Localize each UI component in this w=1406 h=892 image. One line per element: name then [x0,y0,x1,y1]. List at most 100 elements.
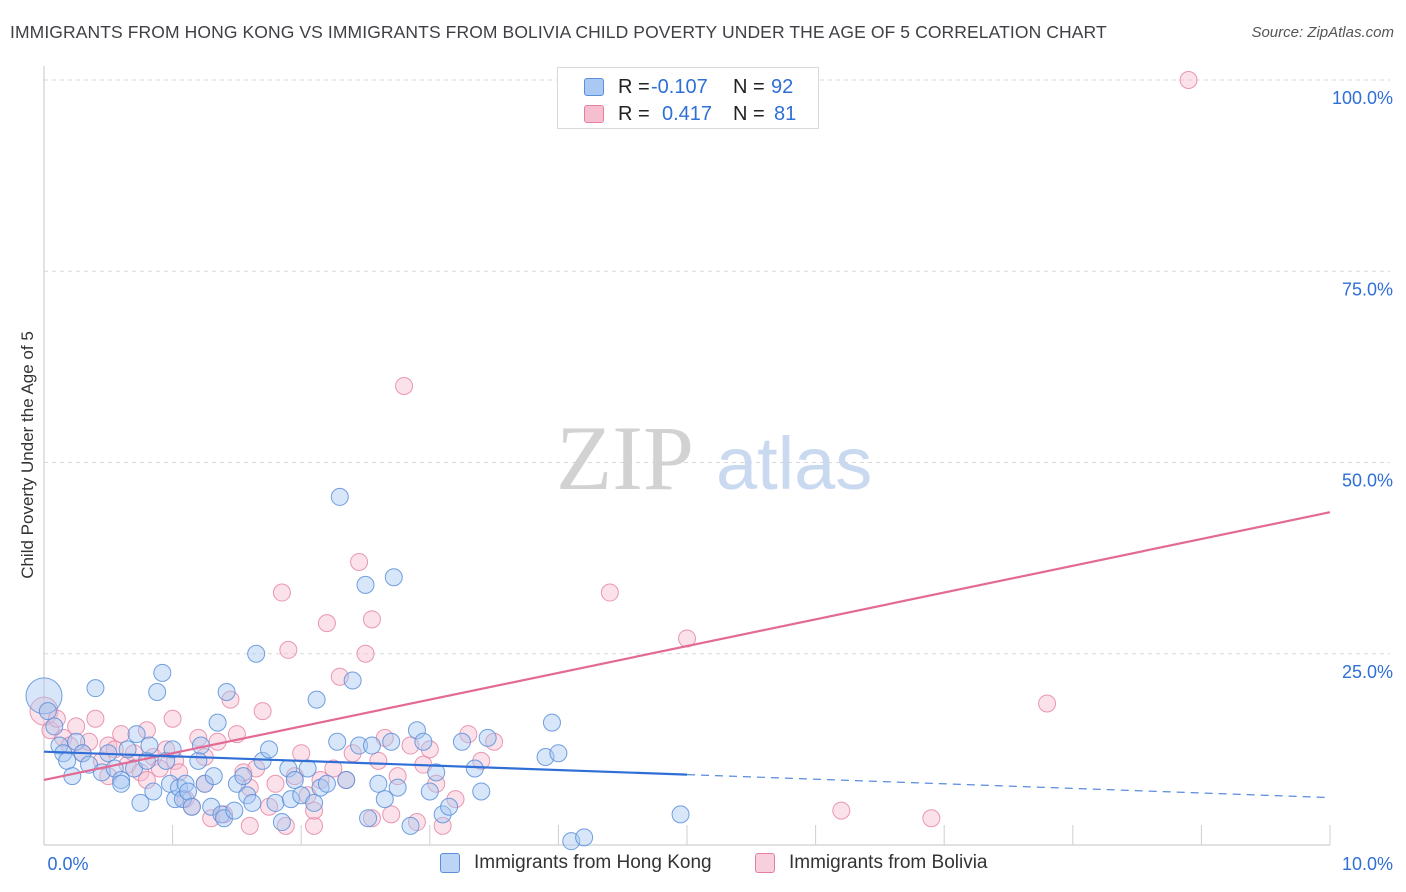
hong-kong-point [671,805,690,824]
bolivia-point [459,725,478,744]
hong-kong-point [317,774,336,793]
hong-kong-point [227,774,246,793]
bolivia-point [292,744,311,763]
legend-r-label: R = [618,75,650,98]
hong-kong-point [407,721,426,740]
hong-kong-point [58,751,77,770]
watermark: ZIP atlas [556,407,872,509]
hong-kong-point [478,728,497,747]
hong-kong-point [433,805,452,824]
legend-n-value: 92 [771,75,794,98]
hong-kong-point [45,717,64,736]
y-tick-labels: 25.0% 50.0% 75.0% 100.0% [1332,88,1393,682]
bolivia-point [369,751,388,770]
hong-kong-point [266,793,285,812]
hong-kong-point [362,736,381,755]
y-tick-label: 25.0% [1342,662,1393,682]
series-legend-label: Immigrants from Bolivia [789,852,988,873]
series-legend: Immigrants from Hong Kong Immigrants fro… [0,850,1406,880]
hong-kong-point [179,782,198,801]
correlation-legend: R = -0.107 N = 92 R = 0.417 N = 81 [557,67,819,129]
bolivia-point [163,709,182,728]
hong-kong-point [144,782,163,801]
hong-kong-point [350,736,369,755]
hong-kong-point [307,690,326,709]
hong-kong-point [86,679,105,698]
y-axis-label: Child Poverty Under the Age of 5 [18,331,37,579]
hong-kong-point [375,790,394,809]
bolivia-point [395,377,414,395]
bolivia-point [67,717,86,736]
bolivia-point [1038,694,1057,713]
hong-kong-point [112,774,131,793]
hong-kong-point [148,683,167,701]
bolivia-point [317,614,336,633]
bolivia-point [112,725,131,744]
bolivia-point [253,702,272,721]
hong-kong-trend-line [43,750,688,776]
hong-kong-point [359,809,378,828]
trend-lines [43,511,1331,799]
legend-n-label: N = [733,102,765,125]
hong-kong-point [452,732,471,751]
hong-kong-point [247,644,266,663]
hong-kong-point [542,713,561,732]
hong-kong-point [575,828,594,847]
bolivia-point [472,751,491,770]
legend-swatch-hong-kong [584,78,604,96]
hong-kong-point [465,759,484,778]
hong-kong-point [234,767,253,786]
legend-swatch-bolivia [755,853,775,873]
series-legend-bolivia[interactable]: Immigrants from Bolivia [755,852,988,874]
bolivia-point [80,732,99,751]
bolivia-point [832,801,851,820]
hong-kong-point [202,797,221,816]
hong-kong-point [204,767,223,786]
series-legend-label: Immigrants from Hong Kong [474,852,712,873]
hong-kong-point [369,774,388,793]
hong-kong-point [414,732,433,751]
bolivia-point [266,774,285,793]
hong-kong-point [182,797,201,816]
bolivia-point [279,640,298,659]
hong-kong-point [427,763,446,782]
bolivia-point [350,552,369,571]
x-tick-label: 10.0% [1342,854,1393,874]
hong-kong-point [401,816,420,835]
bolivia-point [420,740,439,759]
hong-kong-point [67,732,86,751]
bolivia-point [382,805,401,824]
hong-kong-point [305,793,324,812]
bolivia-point [305,816,324,835]
bolivia-point [240,816,259,835]
hong-kong-trend-extension [686,774,1331,799]
hong-kong-point [153,663,172,682]
bolivia-point [86,709,105,728]
watermark-atlas: atlas [716,422,872,505]
series-legend-hong-kong[interactable]: Immigrants from Hong Kong [440,852,712,874]
hong-kong-point [356,575,375,594]
bolivia-point [600,583,619,602]
hong-kong-point [189,751,208,770]
legend-swatch-hong-kong [440,853,460,873]
hong-kong-point [215,809,234,828]
bolivia-point [137,721,156,740]
bolivia-point [362,809,381,828]
hong-kong-point [260,740,279,759]
hong-kong-point [343,671,362,690]
bolivia-point [324,759,343,778]
chart-title: IMMIGRANTS FROM HONG KONG VS IMMIGRANTS … [10,22,1107,42]
bolivia-point [272,583,291,602]
bolivia-point [362,610,381,629]
x-tick-label: 0.0% [47,854,88,874]
legend-swatch-bolivia [584,105,604,123]
bolivia-point [137,770,156,789]
hong-kong-point [440,797,459,816]
hong-kong-point [195,774,214,793]
hong-kong-point [330,487,349,506]
legend-n-value: 81 [774,102,797,125]
bolivia-point [1179,71,1198,89]
bolivia-point [356,644,375,663]
hong-kong-point [272,813,291,832]
y-tick-label: 100.0% [1332,88,1393,108]
